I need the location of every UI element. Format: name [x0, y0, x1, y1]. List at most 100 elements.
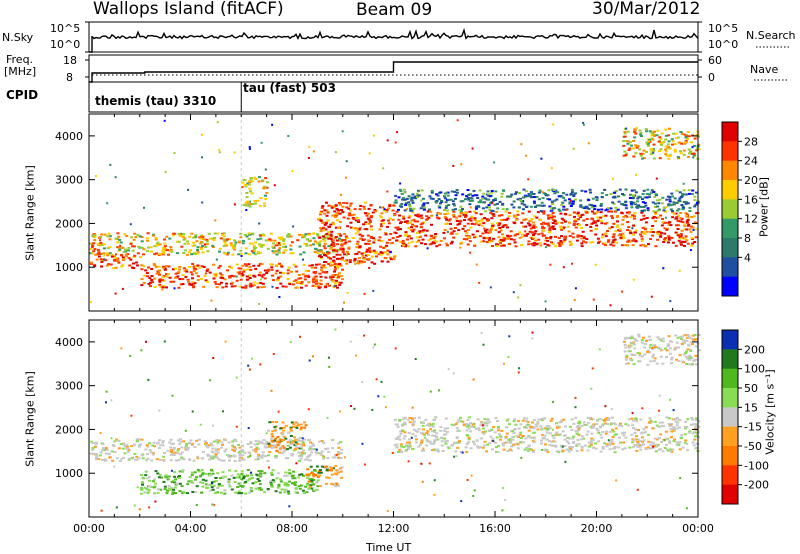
- power-echo-cell: [532, 196, 536, 198]
- power-speckle: [631, 227, 634, 230]
- power-echo-cell: [601, 215, 605, 218]
- velocity-speckle: [517, 371, 520, 374]
- velocity-echo-cell: [668, 352, 672, 355]
- velocity-echo-cell: [486, 418, 490, 421]
- power-echo-cell: [364, 221, 368, 224]
- power-echo-cell: [587, 207, 591, 210]
- velocity-echo-cell: [556, 425, 560, 428]
- power-echo-cell: [684, 139, 688, 142]
- power-echo-cell: [130, 236, 134, 239]
- velocity-echo-cell: [606, 419, 610, 421]
- power-speckle: [491, 202, 494, 205]
- power-echo-cell: [464, 198, 467, 201]
- power-echo-cell: [348, 261, 352, 264]
- velocity-echo-cell: [283, 448, 287, 450]
- power-echo-cell: [660, 143, 663, 146]
- velocity-echo-cell: [207, 454, 211, 457]
- power-echo-cell: [522, 188, 526, 191]
- power-echo-cell: [298, 233, 302, 236]
- velocity-echo-cell: [322, 457, 326, 460]
- velocity-echo-cell: [685, 339, 689, 342]
- power-echo-cell: [394, 194, 398, 197]
- power-echo-cell: [349, 202, 353, 205]
- velocity-echo-cell: [201, 485, 205, 488]
- velocity-echo-cell: [153, 445, 156, 448]
- velocity-speckle: [100, 509, 103, 512]
- velocity-speckle: [423, 436, 426, 439]
- power-echo-cell: [654, 220, 658, 223]
- power-echo-cell: [568, 214, 572, 217]
- power-echo-cell: [500, 192, 504, 195]
- velocity-echo-cell: [312, 475, 316, 478]
- power-echo-cell: [269, 239, 273, 242]
- power-echo-cell: [521, 208, 525, 211]
- velocity-echo-cell: [127, 457, 131, 460]
- velocity-echo-cell: [553, 440, 557, 443]
- velocity-echo-cell: [419, 443, 422, 446]
- velocity-echo-cell: [210, 468, 213, 471]
- power-echo-cell: [97, 255, 101, 258]
- velocity-echo-cell: [308, 448, 312, 451]
- velocity-echo-cell: [555, 431, 559, 434]
- velocity-echo-cell: [644, 343, 648, 346]
- power-echo-cell: [143, 274, 147, 277]
- velocity-speckle: [349, 340, 352, 343]
- power-echo-cell: [533, 232, 537, 235]
- power-echo-cell: [235, 279, 239, 282]
- velocity-echo-cell: [227, 483, 231, 486]
- power-echo-cell: [139, 256, 143, 258]
- velocity-echo-cell: [91, 447, 95, 449]
- velocity-echo-cell: [536, 422, 540, 425]
- power-echo-cell: [421, 231, 425, 233]
- velocity-echo-cell: [189, 439, 193, 442]
- power-echo-cell: [531, 226, 535, 229]
- power-echo-cell: [644, 245, 648, 247]
- velocity-echo-cell: [144, 474, 148, 477]
- velocity-echo-cell: [283, 482, 287, 484]
- power-echo-cell: [417, 231, 421, 234]
- velocity-speckle: [461, 451, 464, 454]
- power-echo-cell: [676, 136, 680, 139]
- power-echo-cell: [161, 276, 165, 279]
- velocity-echo-cell: [447, 447, 451, 450]
- power-echo-cell: [497, 231, 501, 234]
- velocity-echo-cell: [172, 481, 176, 484]
- power-echo-cell: [251, 203, 255, 205]
- power-echo-cell: [584, 241, 588, 244]
- power-echo-cell: [391, 218, 395, 221]
- velocity-echo-cell: [180, 446, 184, 449]
- power-echo-cell: [660, 132, 664, 135]
- power-echo-cell: [250, 242, 254, 245]
- velocity-echo-cell: [258, 483, 262, 486]
- velocity-echo-cell: [396, 437, 400, 440]
- power-speckle: [341, 130, 344, 133]
- velocity-echo-cell: [173, 451, 177, 454]
- velocity-echo-cell: [99, 451, 103, 454]
- velocity-ytick-label: 3000: [55, 380, 83, 393]
- power-echo-cell: [558, 243, 562, 246]
- power-echo-cell: [158, 279, 162, 282]
- velocity-echo-cell: [683, 433, 687, 436]
- power-echo-cell: [569, 205, 573, 207]
- power-echo-cell: [642, 217, 646, 220]
- power-echo-cell: [469, 217, 473, 219]
- velocity-echo-cell: [555, 422, 558, 425]
- power-echo-cell: [389, 233, 393, 235]
- freq-label: Freq.: [6, 53, 34, 66]
- power-echo-cell: [615, 241, 619, 244]
- velocity-echo-cell: [433, 435, 437, 437]
- power-echo-cell: [443, 229, 447, 231]
- power-echo-cell: [154, 265, 158, 268]
- velocity-echo-cell: [598, 418, 602, 421]
- velocity-echo-cell: [210, 455, 214, 458]
- velocity-echo-cell: [497, 444, 500, 447]
- power-echo-cell: [314, 282, 318, 285]
- power-echo-cell: [667, 140, 671, 143]
- power-echo-cell: [286, 272, 290, 275]
- power-echo-cell: [398, 188, 402, 191]
- power-echo-cell: [526, 195, 530, 198]
- power-echo-cell: [242, 269, 246, 272]
- velocity-echo-cell: [691, 334, 695, 337]
- power-echo-cell: [657, 230, 661, 233]
- power-echo-cell: [690, 193, 694, 195]
